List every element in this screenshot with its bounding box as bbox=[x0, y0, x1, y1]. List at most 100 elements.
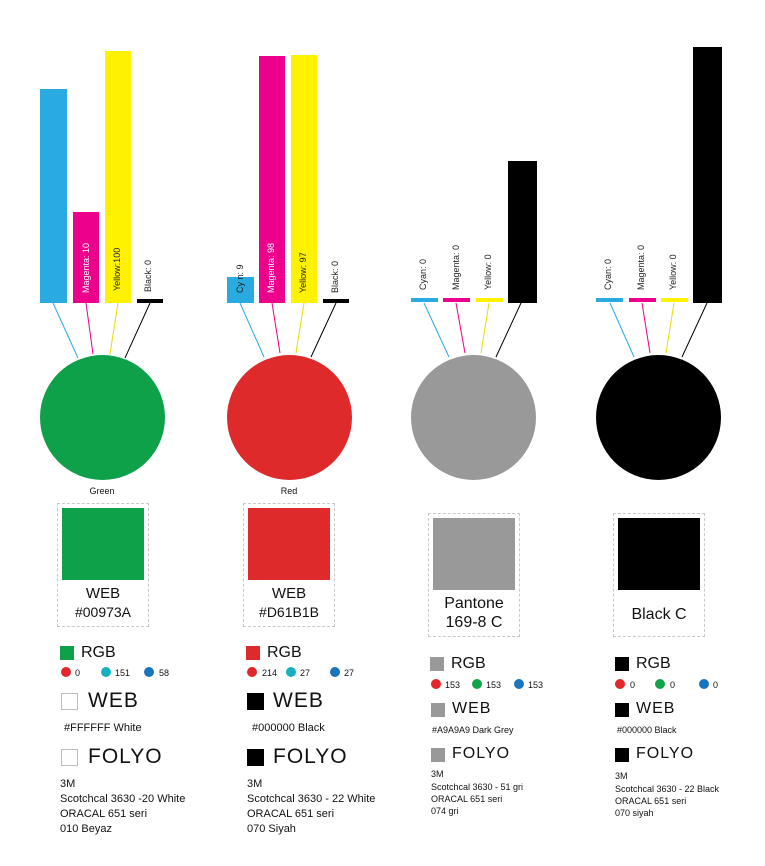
red-dot bbox=[61, 667, 71, 677]
blue-dot bbox=[144, 667, 154, 677]
blue-dot bbox=[330, 667, 340, 677]
cyan-bar bbox=[411, 298, 438, 302]
swatch-stamp: Pantone 169-8 C bbox=[428, 513, 520, 637]
folyo-heading: FOLYO bbox=[636, 745, 695, 762]
magenta-label: Magenta: 10 bbox=[81, 242, 91, 293]
folyo-line-4: 070 Siyah bbox=[247, 823, 296, 835]
black-bar bbox=[137, 299, 163, 303]
yellow-bar bbox=[476, 298, 503, 302]
blue-value: 58 bbox=[159, 668, 170, 678]
blue-value: 0 bbox=[713, 680, 719, 690]
magenta-bar bbox=[73, 212, 99, 303]
red-value: 153 bbox=[445, 680, 461, 690]
folyo-line-2: Scotchcal 3630 - 22 White bbox=[247, 793, 376, 805]
web-value: #FFFFFF White bbox=[64, 722, 142, 734]
green-value: 153 bbox=[486, 680, 502, 690]
folyo-line-1: 3M bbox=[431, 769, 444, 779]
stamp-swatch bbox=[618, 518, 700, 590]
folyo-line-3: ORACAL 651 seri bbox=[247, 808, 335, 820]
folyo-square bbox=[247, 749, 264, 766]
stamp-swatch bbox=[248, 508, 330, 580]
cyan-label: Cyan: 0 bbox=[603, 258, 613, 290]
web-heading: WEB bbox=[452, 700, 492, 717]
green-value: 27 bbox=[300, 668, 311, 678]
folyo-line-1: 3M bbox=[60, 778, 76, 790]
swatch-stamp: WEB #00973A bbox=[57, 503, 149, 627]
stamp-swatch bbox=[62, 508, 144, 580]
web-square bbox=[431, 703, 445, 717]
cyan-label: Cy n: 9 bbox=[235, 264, 245, 293]
stamp-swatch bbox=[433, 518, 515, 590]
stamp-line-1: Pantone bbox=[444, 595, 504, 612]
web-square bbox=[61, 693, 78, 710]
stamp-line-1: Black C bbox=[631, 606, 687, 623]
folyo-square bbox=[431, 748, 445, 762]
grey-circle bbox=[411, 355, 536, 480]
red-dot bbox=[247, 667, 257, 677]
folyo-line-4: 074 gri bbox=[431, 806, 459, 816]
green-dot bbox=[472, 679, 482, 689]
rgb-heading: RGB bbox=[451, 655, 486, 672]
rgb-square bbox=[615, 657, 629, 671]
red-value: 0 bbox=[75, 668, 81, 678]
yellow-bar bbox=[291, 55, 317, 303]
magenta-bar bbox=[443, 298, 470, 302]
magenta-bar bbox=[259, 56, 285, 303]
folyo-line-2: Scotchcal 3630 - 22 Black bbox=[615, 784, 720, 794]
rgb-heading: RGB bbox=[636, 655, 671, 672]
rgb-heading: RGB bbox=[267, 644, 302, 661]
black-label: Black: 0 bbox=[143, 259, 153, 292]
web-heading: WEB bbox=[88, 689, 139, 712]
magenta-label: Magenta: 98 bbox=[266, 242, 276, 293]
yellow-label: Yellow:100 bbox=[112, 247, 122, 291]
yellow-label: Yellow: 0 bbox=[483, 254, 493, 290]
cyan-bar bbox=[227, 277, 254, 303]
stamp-line-2: 169-8 C bbox=[445, 614, 503, 631]
color-name: Green bbox=[89, 486, 115, 496]
blue-value: 27 bbox=[344, 668, 355, 678]
swatch-stamp: WEB #D61B1B bbox=[243, 503, 335, 627]
green-dot bbox=[101, 667, 111, 677]
red-circle bbox=[227, 355, 352, 480]
rgb-square bbox=[60, 646, 74, 660]
web-heading: WEB bbox=[636, 700, 676, 717]
folyo-line-1: 3M bbox=[615, 771, 628, 781]
green-value: 151 bbox=[115, 668, 131, 678]
rgb-square bbox=[246, 646, 260, 660]
red-dot bbox=[431, 679, 441, 689]
rgb-heading: RGB bbox=[81, 644, 116, 661]
green-value: 0 bbox=[670, 680, 676, 690]
black-bar bbox=[508, 161, 537, 303]
cyan-bar bbox=[40, 89, 67, 303]
black-bar bbox=[693, 47, 722, 303]
folyo-line-1: 3M bbox=[247, 778, 263, 790]
green-circle bbox=[40, 355, 165, 480]
folyo-line-2: Scotchcal 3630 - 51 gri bbox=[431, 782, 524, 792]
blue-dot bbox=[699, 679, 709, 689]
black-label: Black: 0 bbox=[330, 260, 340, 293]
folyo-line-3: ORACAL 651 seri bbox=[431, 794, 503, 804]
black-bar bbox=[323, 299, 349, 303]
magenta-label: Magenta: 0 bbox=[636, 244, 646, 290]
folyo-square bbox=[61, 749, 78, 766]
web-value: #000000 Black bbox=[617, 725, 677, 735]
red-value: 0 bbox=[630, 680, 636, 690]
green-dot bbox=[286, 667, 296, 677]
cyan-label: Cyan: 0 bbox=[418, 258, 428, 290]
green-dot bbox=[655, 679, 665, 689]
folyo-heading: FOLYO bbox=[273, 745, 348, 768]
folyo-line-3: ORACAL 651 seri bbox=[60, 808, 148, 820]
web-value: #000000 Black bbox=[252, 722, 325, 734]
folyo-line-4: 010 Beyaz bbox=[60, 823, 112, 835]
blue-dot bbox=[514, 679, 524, 689]
red-dot bbox=[615, 679, 625, 689]
magenta-label: Magenta: 0 bbox=[451, 244, 461, 290]
black-circle bbox=[596, 355, 721, 480]
web-value: #A9A9A9 Dark Grey bbox=[432, 725, 514, 735]
web-square bbox=[615, 703, 629, 717]
stamp-line-2: #00973A bbox=[74, 604, 132, 620]
stamp-line-2: #D61B1B bbox=[259, 604, 319, 620]
yellow-bar bbox=[661, 298, 688, 302]
red-value: 214 bbox=[262, 668, 278, 678]
